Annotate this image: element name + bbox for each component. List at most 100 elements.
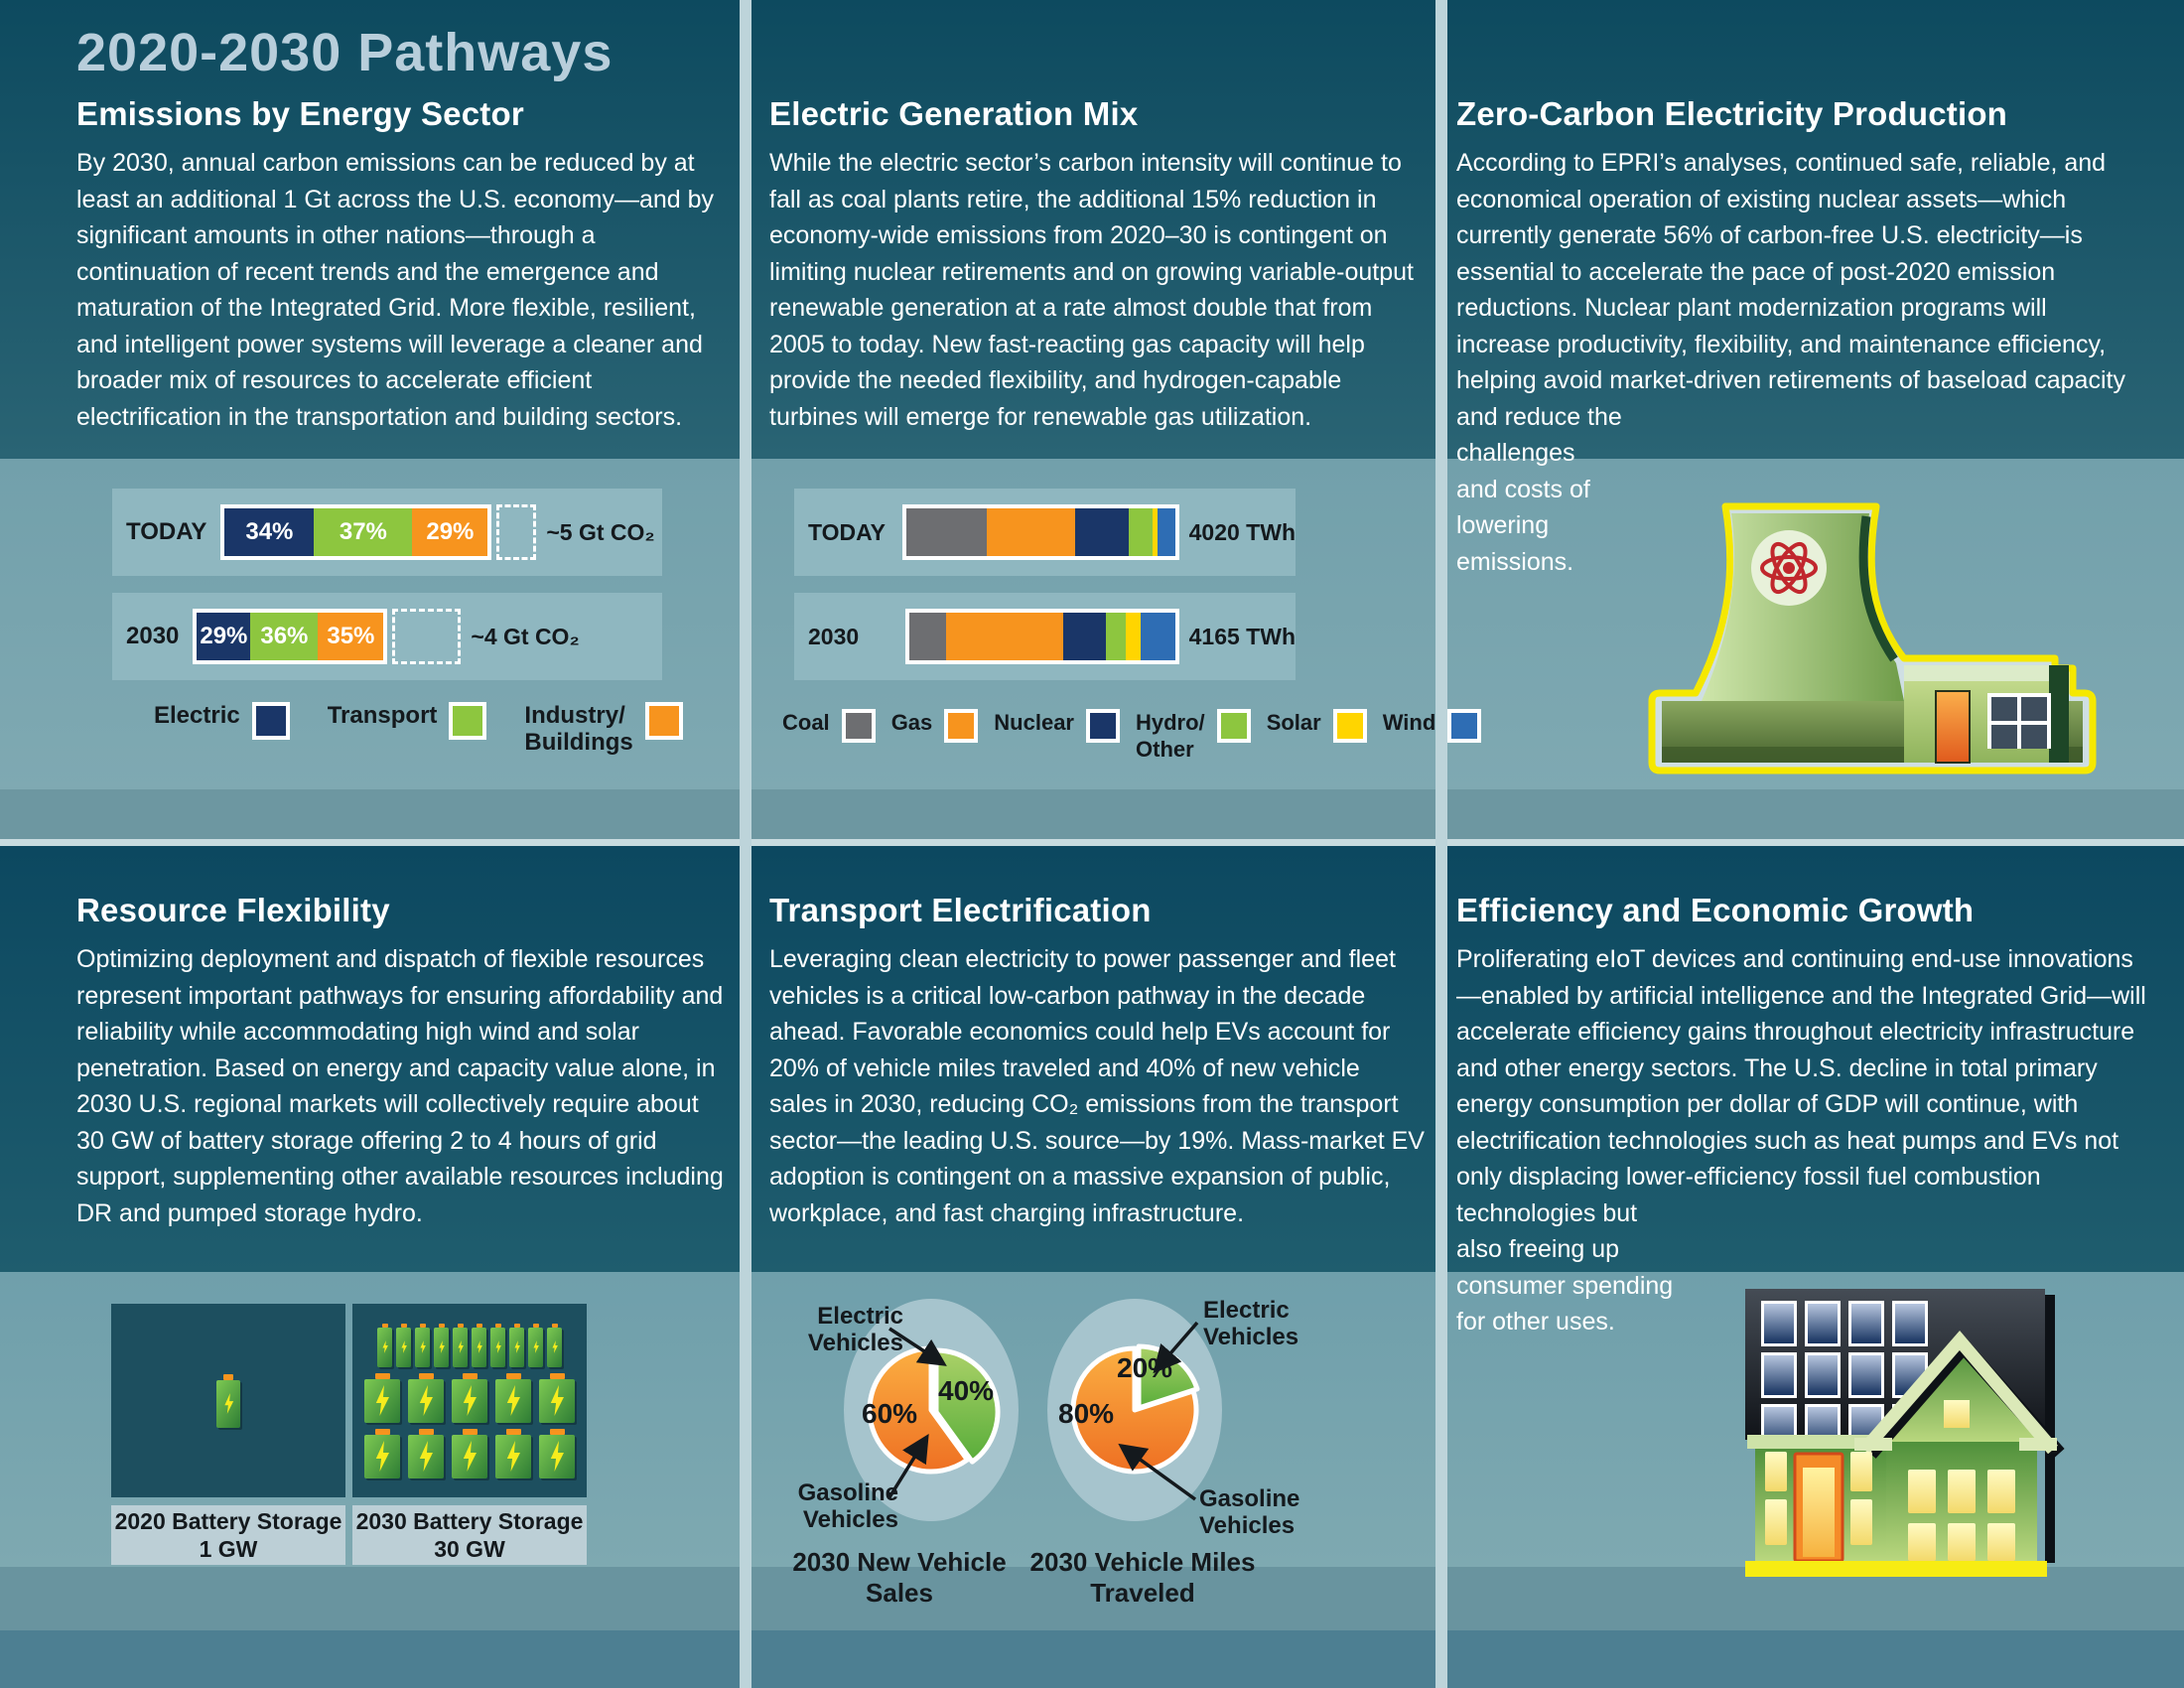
battery-icon — [434, 1323, 449, 1367]
section-transport: Transport Electrification Leveraging cle… — [769, 892, 1425, 1231]
lightning-bolt-icon — [506, 1385, 520, 1416]
section-resource: Resource Flexibility Optimizing deployme… — [76, 892, 732, 1231]
lightning-bolt-icon — [419, 1385, 433, 1416]
section-emissions: Emissions by Energy Sector By 2030, annu… — [76, 95, 727, 435]
transport-heading: Transport Electrification — [769, 892, 1152, 928]
efficiency-body: Proliferating eIoT devices and continuin… — [1456, 945, 2146, 1227]
emissions-body: By 2030, annual carbon emissions can be … — [76, 149, 715, 431]
battery-icon — [547, 1323, 562, 1367]
lightning-bolt-icon — [438, 1340, 445, 1353]
emissions-bar-2030: 2030 29% 36% 35% ~4 Gt CO₂ — [112, 593, 662, 680]
solar-house-illustration — [1745, 1289, 2065, 1577]
bar-segment: 35% — [318, 613, 384, 660]
electric-vehicles-label: Electric Vehicles — [807, 1303, 903, 1356]
lightning-bolt-icon — [381, 1340, 388, 1353]
pie-percent: 80% — [1058, 1398, 1115, 1429]
bar-row-value: 4165 TWh — [1188, 623, 1296, 649]
battery-panel-2030 — [352, 1304, 587, 1497]
battery-icon — [364, 1428, 400, 1478]
battery-icon — [408, 1428, 444, 1478]
section-zero-carbon: Zero-Carbon Electricity Production Accor… — [1456, 95, 2146, 580]
legend-item: Gas — [891, 709, 979, 743]
section-generation: Electric Generation Mix While the electr… — [769, 95, 1425, 435]
legend-item: Wind — [1383, 709, 1482, 743]
battery-icon — [490, 1323, 505, 1367]
legend-item: Industry/ Buildings — [524, 702, 683, 756]
generation-heading: Electric Generation Mix — [769, 95, 1139, 132]
pie-slice — [933, 1347, 1001, 1465]
lightning-bolt-icon — [419, 1441, 433, 1472]
lightning-bolt-icon — [223, 1393, 233, 1414]
pie-percent: 60% — [862, 1398, 918, 1429]
reduction-dashed-box — [392, 609, 462, 664]
legend-swatch — [944, 709, 979, 743]
resource-heading: Resource Flexibility — [76, 892, 390, 928]
generation-bar-2030: 2030 4165 TWh — [794, 593, 1296, 680]
legend-item: Solar — [1267, 709, 1367, 743]
pie-slice — [1070, 1345, 1199, 1475]
pie-caption: 2030 New Vehicle Sales — [792, 1547, 1007, 1608]
bar-segment: 29% — [412, 508, 488, 556]
bar-segment: 29% — [197, 613, 251, 660]
legend-swatch — [1086, 709, 1120, 743]
battery-caption-2020: 2020 Battery Storage 1 GW — [111, 1505, 345, 1565]
bar-segment — [1125, 613, 1141, 660]
plant-building — [1904, 665, 2061, 681]
bar-segment — [1128, 508, 1153, 556]
background-band-strip2 — [0, 1567, 2184, 1630]
zero-carbon-heading: Zero-Carbon Electricity Production — [1456, 95, 2008, 132]
legend-item: Transport — [328, 702, 487, 740]
battery-icon — [453, 1323, 468, 1367]
legend-item: Nuclear — [994, 709, 1120, 743]
pie-percent: 40% — [938, 1375, 995, 1406]
bar-segment — [945, 613, 1063, 660]
background-band-row2 — [0, 846, 2184, 1272]
bar-segment — [1157, 508, 1175, 556]
stacked-bar-today — [901, 504, 1179, 560]
reduction-dashed-box — [496, 504, 537, 560]
legend-swatch — [1216, 709, 1251, 743]
background-band-bottom — [0, 1630, 2184, 1688]
legend-item: Hydro/ Other — [1136, 709, 1251, 763]
lightning-bolt-icon — [532, 1340, 539, 1353]
lightning-bolt-icon — [457, 1340, 464, 1353]
bar-row-value: ~5 Gt CO₂ — [546, 518, 655, 545]
lightning-bolt-icon — [375, 1441, 389, 1472]
stacked-bar-2030 — [904, 609, 1179, 664]
battery-icon — [216, 1373, 240, 1428]
column-divider — [740, 0, 751, 1688]
legend-swatch — [251, 702, 290, 740]
lightning-bolt-icon — [400, 1340, 407, 1353]
bar-row-label: TODAY — [126, 518, 207, 545]
pie-arrows — [887, 1321, 1199, 1501]
gasoline-vehicles-label: Gasoline Vehicles — [1199, 1485, 1300, 1539]
electric-vehicles-label: Electric Vehicles — [1203, 1297, 1299, 1350]
pie-caption: 2030 Vehicle Miles Traveled — [1029, 1547, 1256, 1608]
battery-icon — [539, 1372, 575, 1423]
nuclear-plant-illustration — [1648, 502, 2097, 774]
lightning-bolt-icon — [419, 1340, 426, 1353]
background-band-strip — [0, 789, 2184, 839]
battery-icon — [415, 1323, 430, 1367]
legend-swatch — [644, 702, 683, 740]
page-title: 2020-2030 Pathways — [76, 23, 614, 82]
bar-segment — [1074, 508, 1129, 556]
battery-caption-2030: 2030 Battery Storage 30 GW — [352, 1505, 587, 1565]
lightning-bolt-icon — [375, 1385, 389, 1416]
lightning-bolt-icon — [506, 1441, 520, 1472]
legend-swatch — [449, 702, 487, 740]
generation-body: While the electric sector’s carbon inten… — [769, 149, 1414, 431]
lightning-bolt-icon — [550, 1385, 564, 1416]
battery-icon — [509, 1323, 524, 1367]
battery-icon — [452, 1428, 487, 1478]
house-gable — [1874, 1346, 2045, 1442]
legend-item: Coal — [782, 709, 876, 743]
emissions-legend: Electric Transport Industry/ Buildings — [114, 702, 702, 756]
battery-panel-2020 — [111, 1304, 345, 1497]
lightning-bolt-icon — [513, 1340, 520, 1353]
bar-row-label: TODAY — [808, 518, 886, 545]
background-band-top — [0, 0, 2184, 459]
lightning-bolt-icon — [550, 1441, 564, 1472]
bar-segment — [1140, 613, 1175, 660]
